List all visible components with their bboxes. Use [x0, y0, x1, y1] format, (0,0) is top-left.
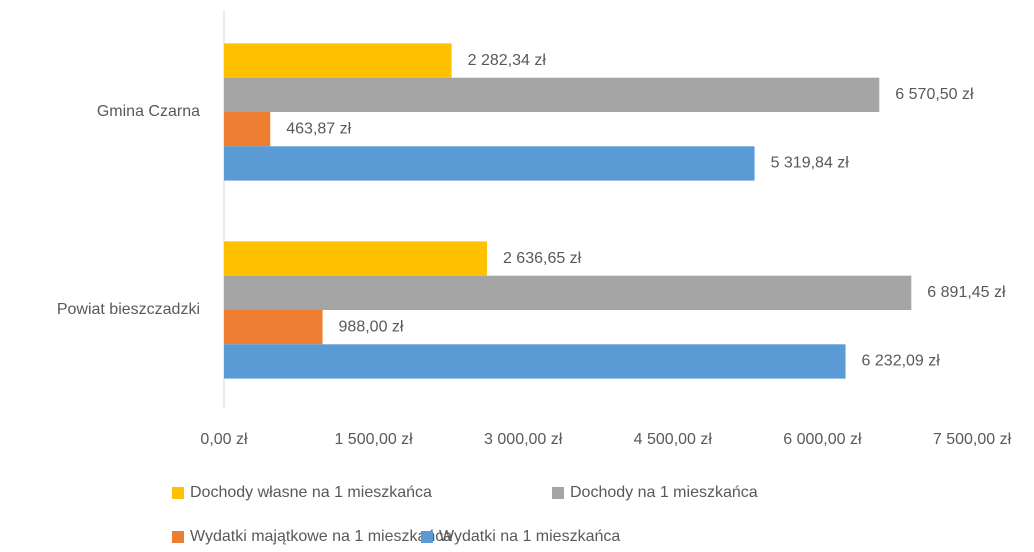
- data-label: 6 232,09 zł: [862, 353, 941, 370]
- legend-label: Wydatki na 1 mieszkańca: [439, 528, 620, 545]
- legend-swatch: [421, 531, 433, 543]
- bar: [224, 344, 846, 379]
- legend-label: Dochody własne na 1 mieszkańca: [190, 484, 432, 501]
- bar: [224, 77, 880, 112]
- data-label: 2 282,34 zł: [468, 52, 547, 69]
- bar: [224, 310, 323, 345]
- x-tick-label: 3 000,00 zł: [484, 431, 563, 448]
- data-label: 6 570,50 zł: [895, 86, 974, 103]
- x-tick-label: 1 500,00 zł: [334, 431, 413, 448]
- bar: [224, 43, 452, 78]
- legend-swatch: [172, 531, 184, 543]
- legend-label: Wydatki majątkowe na 1 mieszkańca: [190, 528, 452, 545]
- data-label: 988,00 zł: [339, 318, 404, 335]
- x-tick-label: 4 500,00 zł: [634, 431, 713, 448]
- bar: [224, 146, 755, 181]
- x-tick-label: 0,00 zł: [200, 431, 248, 448]
- x-tick-label: 7 500,00 zł: [933, 431, 1012, 448]
- y-tick-label: Powiat bieszczadzki: [57, 301, 200, 318]
- data-label: 2 636,65 zł: [503, 250, 582, 267]
- data-label: 463,87 zł: [286, 120, 351, 137]
- legend-swatch: [172, 487, 184, 499]
- bar: [224, 241, 487, 276]
- data-label: 5 319,84 zł: [771, 155, 850, 172]
- legend-swatch: [552, 487, 564, 499]
- bar: [224, 112, 271, 147]
- x-tick-label: 6 000,00 zł: [783, 431, 862, 448]
- data-label: 6 891,45 zł: [927, 284, 1006, 301]
- legend-label: Dochody na 1 mieszkańca: [570, 484, 758, 501]
- y-tick-label: Gmina Czarna: [97, 103, 200, 120]
- bar: [224, 275, 912, 310]
